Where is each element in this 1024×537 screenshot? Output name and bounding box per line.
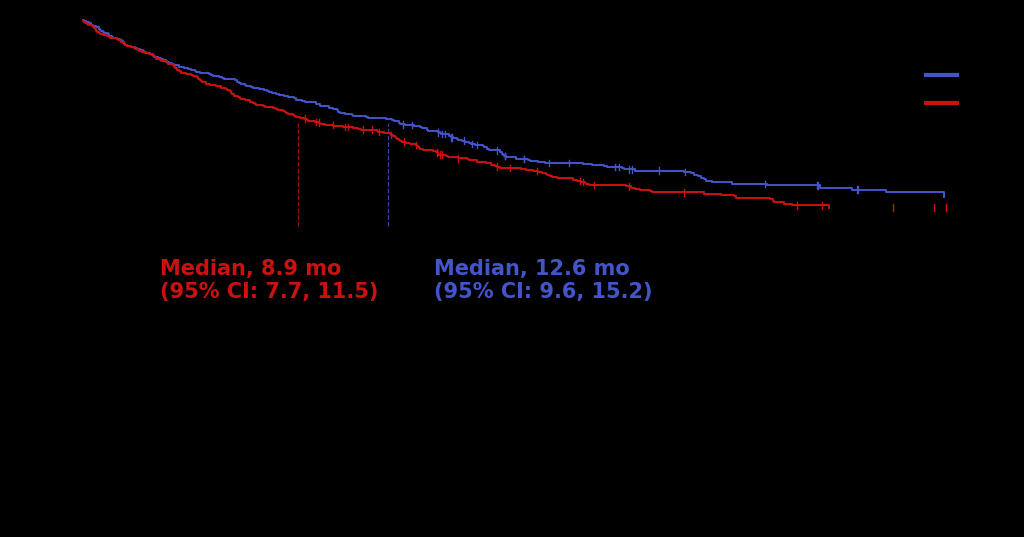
- Text: Median, 12.6 mo
(95% CI: 9.6, 15.2): Median, 12.6 mo (95% CI: 9.6, 15.2): [433, 259, 652, 302]
- Text: Median, 8.9 mo
(95% CI: 7.7, 11.5): Median, 8.9 mo (95% CI: 7.7, 11.5): [160, 259, 378, 302]
- Legend: , : ,: [921, 63, 974, 116]
